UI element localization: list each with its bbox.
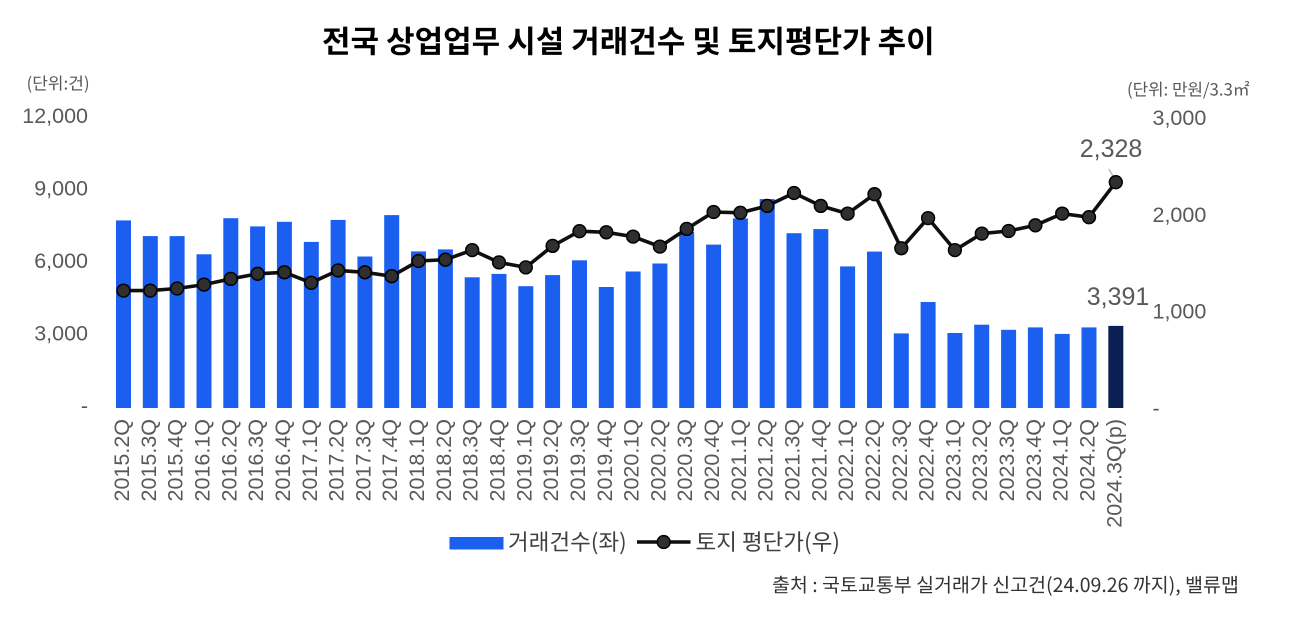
svg-text:3,391: 3,391 — [1087, 283, 1150, 311]
svg-text:2020.4Q: 2020.4Q — [700, 419, 724, 501]
svg-text:2016.2Q: 2016.2Q — [217, 419, 241, 501]
svg-text:2017.1Q: 2017.1Q — [298, 419, 322, 501]
svg-text:-: - — [1153, 396, 1160, 420]
svg-text:2023.3Q: 2023.3Q — [995, 419, 1019, 501]
svg-text:2,000: 2,000 — [1153, 203, 1207, 227]
svg-text:2015.4Q: 2015.4Q — [164, 419, 188, 501]
svg-text:2019.4Q: 2019.4Q — [593, 419, 617, 501]
svg-text:2018.4Q: 2018.4Q — [486, 419, 510, 501]
svg-text:2018.2Q: 2018.2Q — [432, 419, 456, 501]
svg-text:2023.2Q: 2023.2Q — [968, 419, 992, 501]
svg-text:2019.2Q: 2019.2Q — [539, 419, 563, 501]
svg-text:-: - — [81, 394, 88, 418]
svg-text:2016.4Q: 2016.4Q — [271, 419, 295, 501]
svg-text:2015.3Q: 2015.3Q — [137, 419, 161, 501]
svg-text:9,000: 9,000 — [34, 177, 88, 201]
svg-text:2015.2Q: 2015.2Q — [110, 419, 134, 501]
svg-text:2019.1Q: 2019.1Q — [512, 419, 536, 501]
svg-text:2023.1Q: 2023.1Q — [941, 419, 965, 501]
svg-text:2020.1Q: 2020.1Q — [620, 419, 644, 501]
svg-text:2019.3Q: 2019.3Q — [566, 419, 590, 501]
svg-text:2020.2Q: 2020.2Q — [646, 419, 670, 501]
svg-text:2018.1Q: 2018.1Q — [405, 419, 429, 501]
svg-text:3,000: 3,000 — [1153, 106, 1207, 130]
svg-text:2021.3Q: 2021.3Q — [781, 419, 805, 501]
svg-text:2,328: 2,328 — [1080, 135, 1143, 163]
svg-text:2021.4Q: 2021.4Q — [807, 419, 831, 501]
svg-text:2024.2Q: 2024.2Q — [1076, 419, 1100, 501]
svg-text:2017.3Q: 2017.3Q — [351, 419, 375, 501]
svg-text:2024.3Q(p): 2024.3Q(p) — [1102, 419, 1126, 528]
svg-text:2022.4Q: 2022.4Q — [915, 419, 939, 501]
svg-text:2017.4Q: 2017.4Q — [378, 419, 402, 501]
svg-text:2024.1Q: 2024.1Q — [1049, 419, 1073, 501]
svg-text:2016.3Q: 2016.3Q — [244, 419, 268, 501]
svg-text:6,000: 6,000 — [34, 249, 88, 273]
svg-text:2022.2Q: 2022.2Q — [861, 419, 885, 501]
svg-text:2021.2Q: 2021.2Q — [754, 419, 778, 501]
svg-text:1,000: 1,000 — [1153, 300, 1207, 324]
svg-text:2018.3Q: 2018.3Q — [459, 419, 483, 501]
svg-text:2020.3Q: 2020.3Q — [673, 419, 697, 501]
svg-text:2023.4Q: 2023.4Q — [1022, 419, 1046, 501]
svg-text:2017.2Q: 2017.2Q — [325, 419, 349, 501]
svg-text:12,000: 12,000 — [22, 104, 88, 128]
svg-text:2022.1Q: 2022.1Q — [834, 419, 858, 501]
svg-text:2016.1Q: 2016.1Q — [191, 419, 215, 501]
svg-text:2022.3Q: 2022.3Q — [888, 419, 912, 501]
svg-text:2021.1Q: 2021.1Q — [727, 419, 751, 501]
svg-text:3,000: 3,000 — [34, 322, 88, 346]
